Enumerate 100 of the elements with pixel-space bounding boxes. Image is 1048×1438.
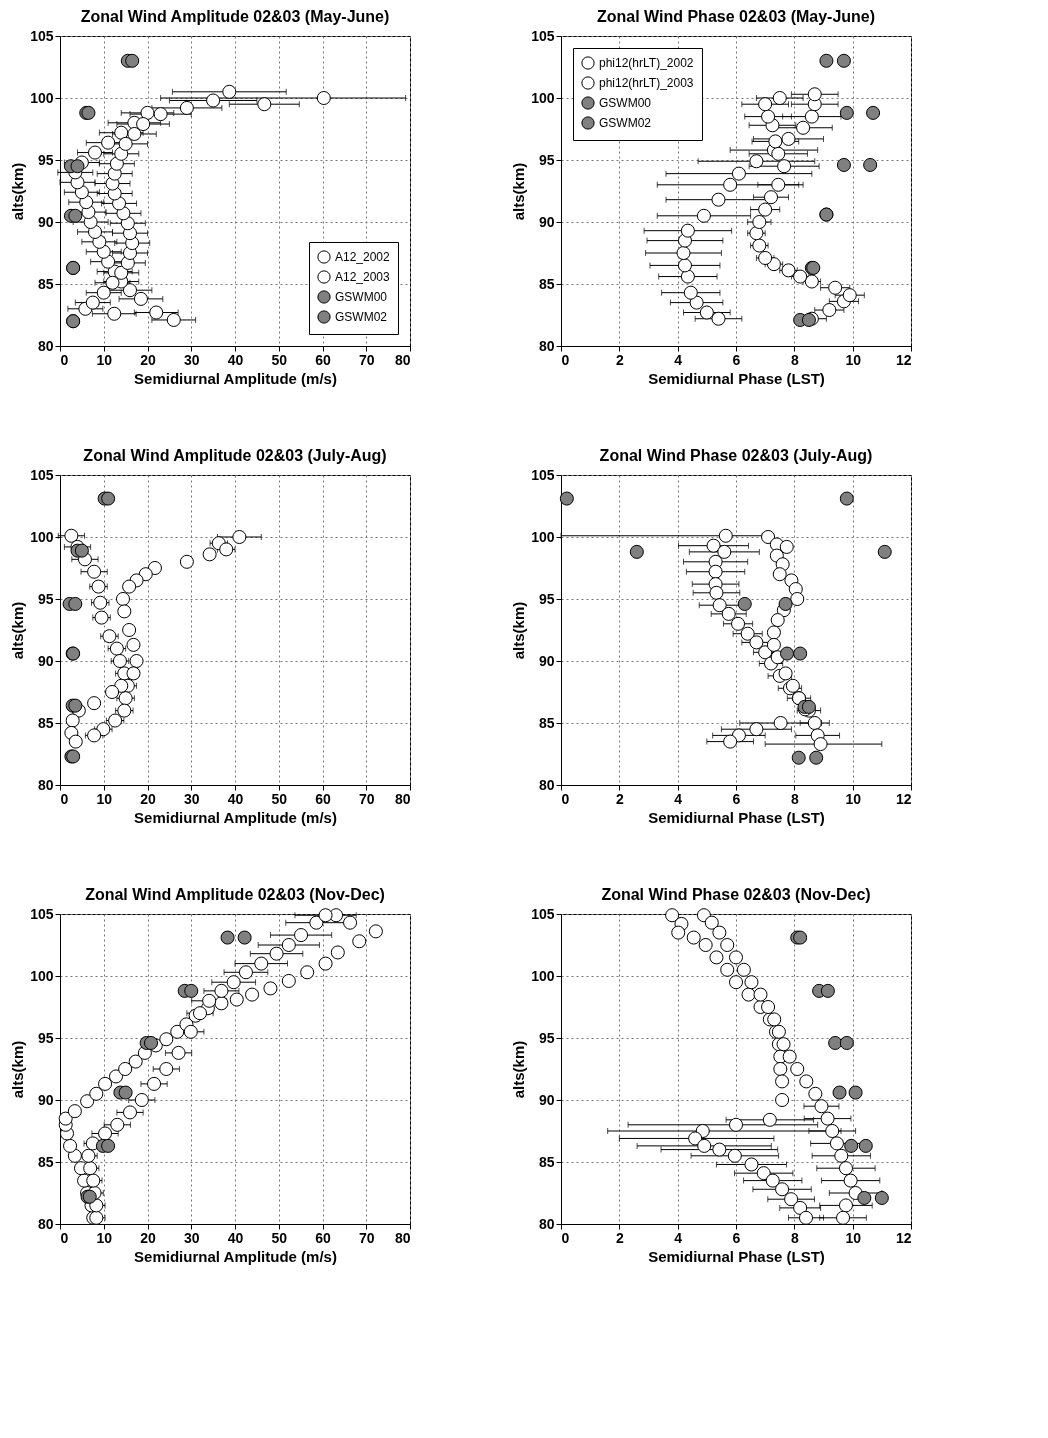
legend-label: GSWM02: [599, 116, 652, 130]
y-tick-label: 100: [30, 967, 54, 984]
y-axis-title: alts(km): [510, 1040, 528, 1099]
y-tick-label: 95: [538, 151, 555, 168]
legend-label: GSWM00: [335, 290, 388, 304]
y-tick-label: 90: [538, 213, 555, 230]
x-tick-label: 2: [615, 1229, 624, 1246]
x-tick-label: 0: [561, 1229, 570, 1246]
x-tick-label: 70: [358, 1229, 375, 1246]
y-axis-title: alts(km): [510, 162, 528, 221]
x-tick-label: 6: [732, 351, 741, 368]
x-tick-label: 0: [561, 790, 570, 807]
x-axis-title: Semidiurnal Amplitude (m/s): [134, 1247, 337, 1265]
legend-label: A12_2002: [335, 250, 391, 264]
x-axis-title: Semidiurnal Phase (LST): [648, 369, 825, 387]
x-tick-label: 10: [845, 351, 862, 368]
x-tick-label: 30: [183, 790, 200, 807]
y-tick-label: 90: [37, 652, 54, 669]
x-tick-label: 8: [790, 1229, 799, 1246]
y-tick-label: 100: [531, 528, 555, 545]
y-tick-label: 80: [37, 1215, 54, 1232]
x-axis-title: Semidiurnal Phase (LST): [648, 808, 825, 826]
y-axis-title: alts(km): [9, 162, 27, 221]
y-tick-label: 80: [37, 337, 54, 354]
x-tick-label: 0: [60, 351, 69, 368]
x-tick-label: 20: [140, 790, 156, 807]
y-tick-label: 90: [37, 213, 54, 230]
x-tick-label: 12: [895, 351, 912, 368]
y-tick-label: 100: [531, 89, 555, 106]
x-tick-label: 10: [845, 1229, 862, 1246]
x-tick-label: 6: [732, 1229, 741, 1246]
y-tick-label: 95: [37, 1029, 54, 1046]
y-tick-label: 85: [538, 1153, 555, 1170]
x-tick-label: 80: [394, 1229, 411, 1246]
x-tick-label: 10: [96, 790, 113, 807]
y-tick-label: 105: [30, 466, 54, 483]
y-tick-label: 95: [37, 151, 54, 168]
x-axis-title: Semidiurnal Amplitude (m/s): [134, 369, 337, 387]
y-axis-title: alts(km): [9, 601, 27, 660]
x-tick-label: 50: [271, 351, 288, 368]
x-tick-label: 60: [315, 351, 331, 368]
chart-title: Zonal Wind Phase 02&03 (Nov-Dec): [601, 885, 871, 903]
chart-title: Zonal Wind Amplitude 02&03 (July-Aug): [83, 447, 387, 464]
y-tick-label: 95: [538, 1029, 555, 1046]
x-tick-label: 4: [674, 1229, 683, 1246]
y-tick-label: 100: [30, 89, 54, 106]
x-axis-title: Semidiurnal Phase (LST): [648, 1247, 825, 1265]
y-tick-label: 95: [37, 590, 54, 607]
legend-label: phi12(hrLT)_2002: [599, 56, 694, 70]
y-tick-label: 105: [30, 27, 54, 44]
x-tick-label: 2: [615, 351, 624, 368]
legend-label: GSWM00: [599, 96, 652, 110]
x-tick-label: 0: [60, 790, 69, 807]
y-axis-title: alts(km): [510, 601, 528, 660]
y-tick-label: 100: [30, 528, 54, 545]
x-tick-label: 80: [394, 790, 411, 807]
legend-label: A12_2003: [335, 270, 391, 284]
legend-label: phi12(hrLT)_2003: [599, 76, 694, 90]
chart-title: Zonal Wind Phase 02&03 (July-Aug): [599, 447, 873, 464]
x-tick-label: 2: [615, 790, 624, 807]
x-tick-label: 10: [845, 790, 862, 807]
x-tick-label: 0: [561, 351, 570, 368]
chart-title: Zonal Wind Phase 02&03 (May-June): [596, 8, 876, 25]
y-tick-label: 105: [30, 905, 54, 922]
y-tick-label: 85: [538, 275, 555, 292]
y-tick-label: 105: [531, 905, 555, 922]
x-tick-label: 12: [895, 1229, 912, 1246]
x-tick-label: 8: [790, 790, 799, 807]
y-tick-label: 80: [37, 776, 54, 793]
x-tick-label: 4: [674, 351, 683, 368]
y-tick-label: 90: [538, 652, 555, 669]
x-tick-label: 4: [674, 790, 683, 807]
x-tick-label: 6: [732, 790, 741, 807]
x-tick-label: 70: [358, 790, 375, 807]
y-tick-label: 105: [531, 466, 555, 483]
y-tick-label: 105: [531, 27, 555, 44]
y-tick-label: 85: [37, 275, 54, 292]
x-tick-label: 60: [315, 1229, 331, 1246]
x-tick-label: 60: [315, 790, 331, 807]
x-tick-label: 80: [394, 351, 411, 368]
y-tick-label: 80: [538, 776, 555, 793]
x-tick-label: 12: [895, 790, 912, 807]
chart-title: Zonal Wind Amplitude 02&03 (Nov-Dec): [85, 885, 385, 903]
y-axis-title: alts(km): [9, 1040, 27, 1099]
x-tick-label: 10: [96, 351, 113, 368]
y-tick-label: 90: [37, 1091, 54, 1108]
y-tick-label: 100: [531, 967, 555, 984]
x-tick-label: 0: [60, 1229, 69, 1246]
x-tick-label: 30: [183, 351, 200, 368]
x-tick-label: 50: [271, 1229, 288, 1246]
y-tick-label: 95: [538, 590, 555, 607]
x-tick-label: 20: [140, 1229, 156, 1246]
chart-title: Zonal Wind Amplitude 02&03 (May-June): [80, 8, 390, 25]
x-tick-label: 20: [140, 351, 156, 368]
x-tick-label: 50: [271, 790, 288, 807]
x-tick-label: 40: [227, 790, 244, 807]
y-tick-label: 90: [538, 1091, 555, 1108]
x-tick-label: 30: [183, 1229, 200, 1246]
x-tick-label: 40: [227, 1229, 244, 1246]
y-tick-label: 85: [37, 1153, 54, 1170]
